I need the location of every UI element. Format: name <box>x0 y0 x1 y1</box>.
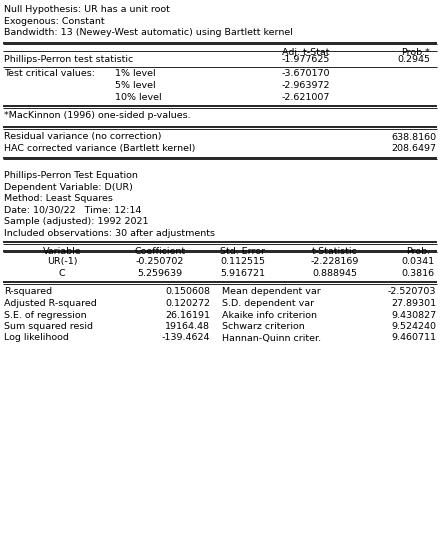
Text: t-Statistic: t-Statistic <box>312 247 358 256</box>
Text: Prob.: Prob. <box>406 247 430 256</box>
Text: 0.888945: 0.888945 <box>312 268 357 278</box>
Text: *MacKinnon (1996) one-sided p-values.: *MacKinnon (1996) one-sided p-values. <box>4 111 191 121</box>
Text: Variable: Variable <box>43 247 81 256</box>
Text: Adj. t-Stat: Adj. t-Stat <box>282 48 330 57</box>
Text: -2.621007: -2.621007 <box>282 93 330 102</box>
Text: 0.120272: 0.120272 <box>165 299 210 308</box>
Text: Dependent Variable: D(UR): Dependent Variable: D(UR) <box>4 182 133 192</box>
Text: -3.670170: -3.670170 <box>282 69 330 78</box>
Text: Log likelihood: Log likelihood <box>4 333 69 342</box>
Text: -139.4624: -139.4624 <box>161 333 210 342</box>
Text: R-squared: R-squared <box>4 287 52 296</box>
Text: 0.112515: 0.112515 <box>220 257 265 266</box>
Text: 5.916721: 5.916721 <box>220 268 265 278</box>
Text: -1.977625: -1.977625 <box>282 55 330 64</box>
Text: 9.460711: 9.460711 <box>391 333 436 342</box>
Text: 5% level: 5% level <box>115 81 156 90</box>
Text: Sample (adjusted): 1992 2021: Sample (adjusted): 1992 2021 <box>4 217 148 226</box>
Text: S.E. of regression: S.E. of regression <box>4 311 87 320</box>
Text: Hannan-Quinn criter.: Hannan-Quinn criter. <box>222 333 321 342</box>
Text: Akaike info criterion: Akaike info criterion <box>222 311 317 320</box>
Text: 10% level: 10% level <box>115 93 161 102</box>
Text: 19164.48: 19164.48 <box>165 322 210 331</box>
Text: 27.89301: 27.89301 <box>391 299 436 308</box>
Text: 0.2945: 0.2945 <box>397 55 430 64</box>
Text: Date: 10/30/22   Time: 12:14: Date: 10/30/22 Time: 12:14 <box>4 206 141 214</box>
Text: Coefficient: Coefficient <box>135 247 186 256</box>
Text: Std. Error: Std. Error <box>220 247 265 256</box>
Text: 0.3816: 0.3816 <box>401 268 435 278</box>
Text: 638.8160: 638.8160 <box>391 133 436 142</box>
Text: 1% level: 1% level <box>115 69 156 78</box>
Text: Adjusted R-squared: Adjusted R-squared <box>4 299 97 308</box>
Text: Phillips-Perron test statistic: Phillips-Perron test statistic <box>4 55 133 64</box>
Text: Phillips-Perron Test Equation: Phillips-Perron Test Equation <box>4 171 138 180</box>
Text: 0.0341: 0.0341 <box>401 257 435 266</box>
Text: -2.963972: -2.963972 <box>282 81 330 90</box>
Text: Exogenous: Constant: Exogenous: Constant <box>4 16 105 25</box>
Text: 0.150608: 0.150608 <box>165 287 210 296</box>
Text: HAC corrected variance (Bartlett kernel): HAC corrected variance (Bartlett kernel) <box>4 144 195 153</box>
Text: UR(-1): UR(-1) <box>47 257 77 266</box>
Text: Included observations: 30 after adjustments: Included observations: 30 after adjustme… <box>4 228 215 237</box>
Text: -2.520703: -2.520703 <box>388 287 436 296</box>
Text: 5.259639: 5.259639 <box>137 268 183 278</box>
Text: Residual variance (no correction): Residual variance (no correction) <box>4 133 161 142</box>
Text: 9.430827: 9.430827 <box>391 311 436 320</box>
Text: Null Hypothesis: UR has a unit root: Null Hypothesis: UR has a unit root <box>4 5 170 14</box>
Text: Test critical values:: Test critical values: <box>4 69 95 78</box>
Text: 26.16191: 26.16191 <box>165 311 210 320</box>
Text: Method: Least Squares: Method: Least Squares <box>4 194 113 203</box>
Text: S.D. dependent var: S.D. dependent var <box>222 299 314 308</box>
Text: Mean dependent var: Mean dependent var <box>222 287 321 296</box>
Text: Schwarz criterion: Schwarz criterion <box>222 322 305 331</box>
Text: 208.6497: 208.6497 <box>391 144 436 153</box>
Text: Sum squared resid: Sum squared resid <box>4 322 93 331</box>
Text: -0.250702: -0.250702 <box>136 257 184 266</box>
Text: 9.524240: 9.524240 <box>391 322 436 331</box>
Text: C: C <box>59 268 65 278</box>
Text: Prob.*: Prob.* <box>401 48 430 57</box>
Text: -2.228169: -2.228169 <box>311 257 359 266</box>
Text: Bandwidth: 13 (Newey-West automatic) using Bartlett kernel: Bandwidth: 13 (Newey-West automatic) usi… <box>4 28 293 37</box>
